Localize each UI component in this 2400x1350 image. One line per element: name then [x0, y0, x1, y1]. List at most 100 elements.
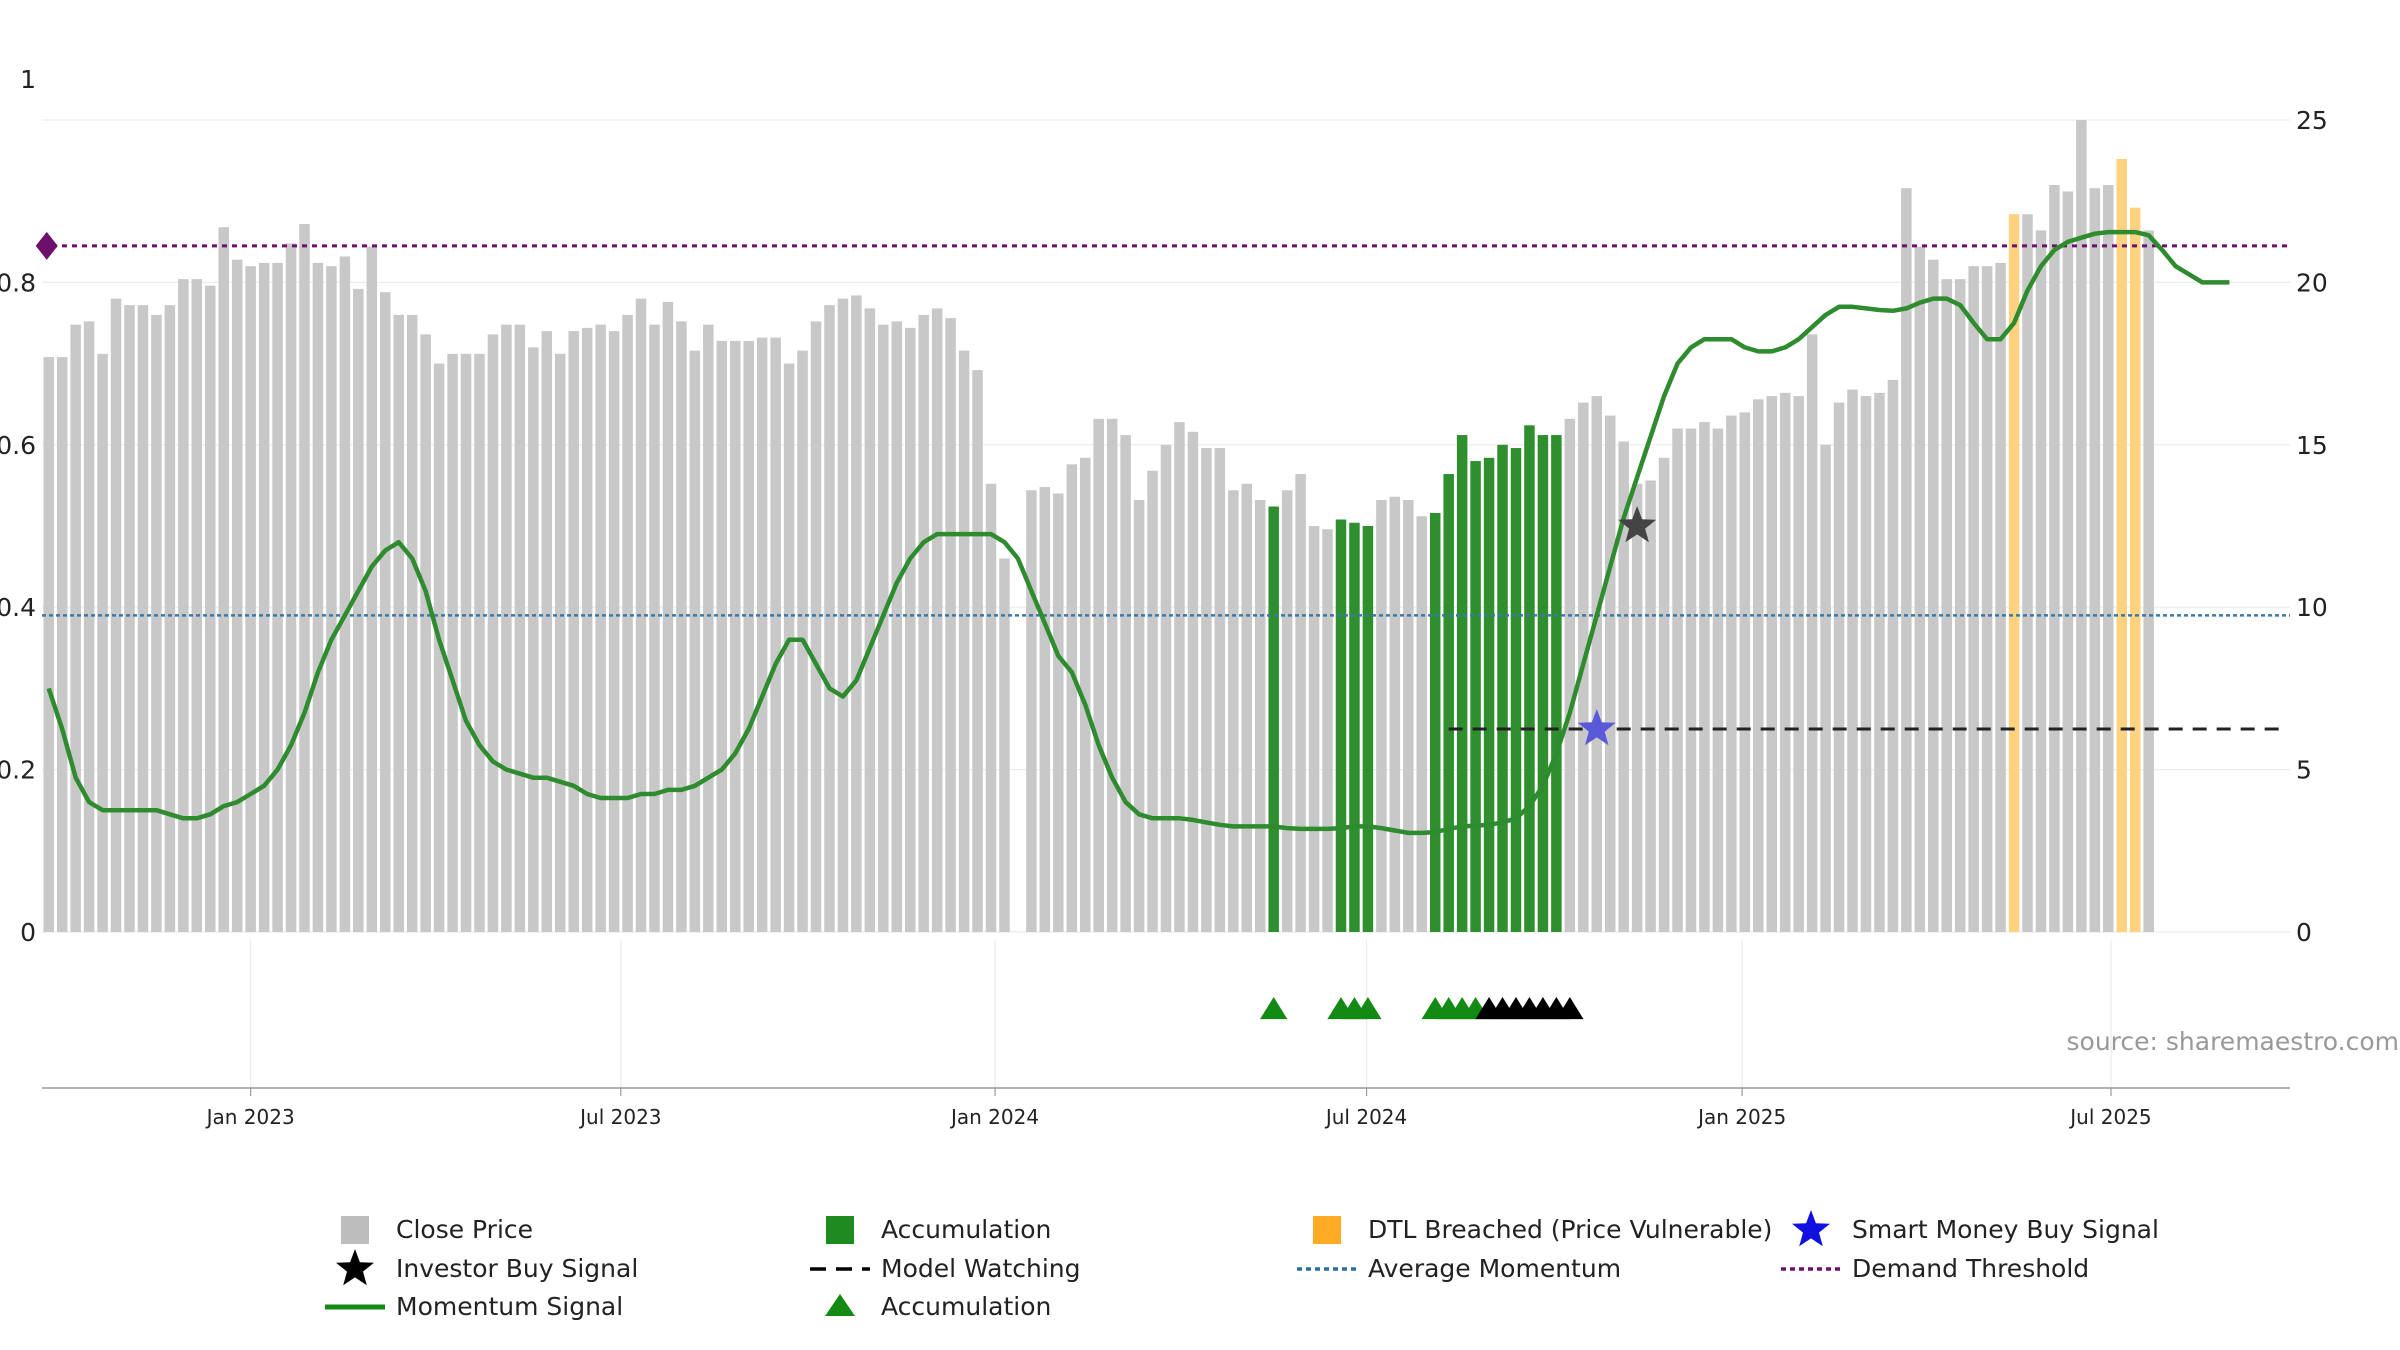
close-price-bar: [178, 279, 189, 933]
close-price-bar: [676, 321, 687, 933]
legend-label: Demand Threshold: [1852, 1254, 2089, 1283]
right-tick-label: 20: [2296, 268, 2328, 297]
x-tick-label: Jan 2025: [1696, 1105, 1786, 1129]
close-price-bar: [1766, 396, 1777, 933]
close-price-bar: [487, 334, 499, 932]
close-price-bar: [1403, 500, 1414, 932]
close-price-bar: [97, 353, 108, 933]
left-tick-label: 0.4: [0, 593, 36, 622]
close-price-bar: [406, 314, 418, 932]
legend-item: Demand Threshold: [1781, 1254, 2089, 1283]
close-price-bar: [1793, 396, 1804, 933]
close-price-bar: [514, 324, 526, 932]
close-price-bar: [2022, 214, 2033, 932]
legend-close-swatch: [341, 1216, 369, 1244]
close-price-bar: [272, 262, 283, 932]
close-price-bar: [380, 292, 391, 932]
close-price-bar: [1066, 464, 1078, 932]
x-tick-label: Jan 2023: [205, 1105, 295, 1129]
x-tick-label: Jan 2024: [949, 1105, 1039, 1129]
close-price-bar: [1928, 259, 1939, 932]
close-price-bar: [299, 223, 310, 932]
close-price-bar: [83, 321, 95, 933]
close-price-bar: [1604, 415, 1616, 932]
close-price-bar: [1093, 418, 1104, 932]
close-price-bar: [1564, 418, 1576, 932]
close-price-bar: [595, 324, 606, 932]
close-price-bar: [1389, 496, 1401, 932]
close-price-bar: [568, 331, 579, 932]
close-price-bar: [1753, 399, 1764, 932]
close-price-bar: [2089, 188, 2101, 932]
close-price-bar: [958, 350, 970, 932]
legend-item: Smart Money Buy Signal: [1792, 1210, 2159, 1247]
close-price-bar: [1981, 266, 1993, 932]
close-price-bar: [1322, 529, 1333, 932]
legend-label: Model Watching: [881, 1254, 1081, 1283]
legend-smart-money-star: [1792, 1210, 1830, 1247]
close-price-bar: [985, 483, 997, 932]
close-price-bar: [918, 314, 929, 932]
close-price-bar: [770, 337, 781, 933]
accumulation-bar: [1429, 513, 1441, 932]
accumulation-bar: [1551, 435, 1562, 932]
legend-item: Investor Buy Signal: [336, 1249, 638, 1286]
legend-accumulation-swatch: [826, 1216, 854, 1244]
close-price-bar: [231, 259, 243, 932]
close-price-bar: [1820, 444, 1831, 932]
close-price-bar: [581, 327, 593, 932]
legend-item: Accumulation: [826, 1215, 1051, 1244]
close-price-bar: [608, 331, 620, 932]
close-price-bar: [312, 262, 324, 932]
close-price-bar: [1968, 266, 1979, 932]
accumulation-bar: [1510, 448, 1522, 932]
accumulation-bar: [1483, 457, 1495, 932]
close-price-bar: [1779, 392, 1791, 932]
legend-accumulation-triangle: [825, 1294, 855, 1316]
legend-item: DTL Breached (Price Vulnerable): [1313, 1215, 1772, 1244]
right-tick-label: 10: [2296, 593, 2328, 622]
close-price-bar: [555, 353, 566, 933]
close-price-bar: [1591, 396, 1603, 933]
demand-threshold-marker: [35, 231, 58, 260]
close-price-bar: [541, 331, 553, 932]
legend-item: Close Price: [341, 1215, 533, 1244]
close-price-bar: [716, 340, 728, 932]
close-price-bar: [743, 340, 754, 932]
left-tick-label: 0.8: [0, 268, 36, 297]
close-price-bar: [1954, 279, 1966, 933]
close-price-bar: [1295, 474, 1306, 932]
close-price-bar: [1187, 431, 1199, 932]
legend-label: Accumulation: [881, 1292, 1051, 1321]
legend-item: Model Watching: [810, 1254, 1081, 1283]
close-price-bar: [258, 262, 270, 932]
close-price-bar: [2049, 184, 2060, 932]
close-price-bar: [1174, 422, 1185, 932]
accumulation-bar: [1524, 425, 1535, 932]
close-price-bar: [689, 350, 701, 932]
legend-label: Investor Buy Signal: [396, 1254, 638, 1283]
close-price-bar: [824, 305, 835, 932]
close-price-bar: [972, 370, 983, 932]
close-price-bar: [1254, 500, 1266, 932]
accumulation-triangle: [1260, 997, 1288, 1020]
close-price-bar: [433, 363, 445, 933]
close-price-bar: [1214, 448, 1226, 932]
close-price-bar: [1106, 418, 1118, 932]
close-price-bar: [729, 340, 741, 932]
close-price-bar: [164, 305, 176, 932]
close-price-bar: [864, 308, 876, 932]
legend: Close Price Accumulation DTL Breached (Pri…: [325, 1210, 2159, 1321]
legend-item: Momentum Signal: [325, 1292, 623, 1321]
close-price-bar: [851, 295, 862, 933]
close-price-bar: [999, 558, 1010, 932]
close-price-bar: [205, 285, 216, 932]
price-bars: [43, 120, 2154, 933]
close-price-bar: [1079, 457, 1091, 932]
accumulation-bar: [1335, 519, 1347, 932]
right-tick-label: 25: [2296, 106, 2328, 135]
close-price-bar: [649, 324, 660, 932]
dtl-breached-bar: [2008, 214, 2020, 932]
dtl-breached-bar: [2116, 158, 2127, 932]
legend-dtl-swatch: [1313, 1216, 1341, 1244]
